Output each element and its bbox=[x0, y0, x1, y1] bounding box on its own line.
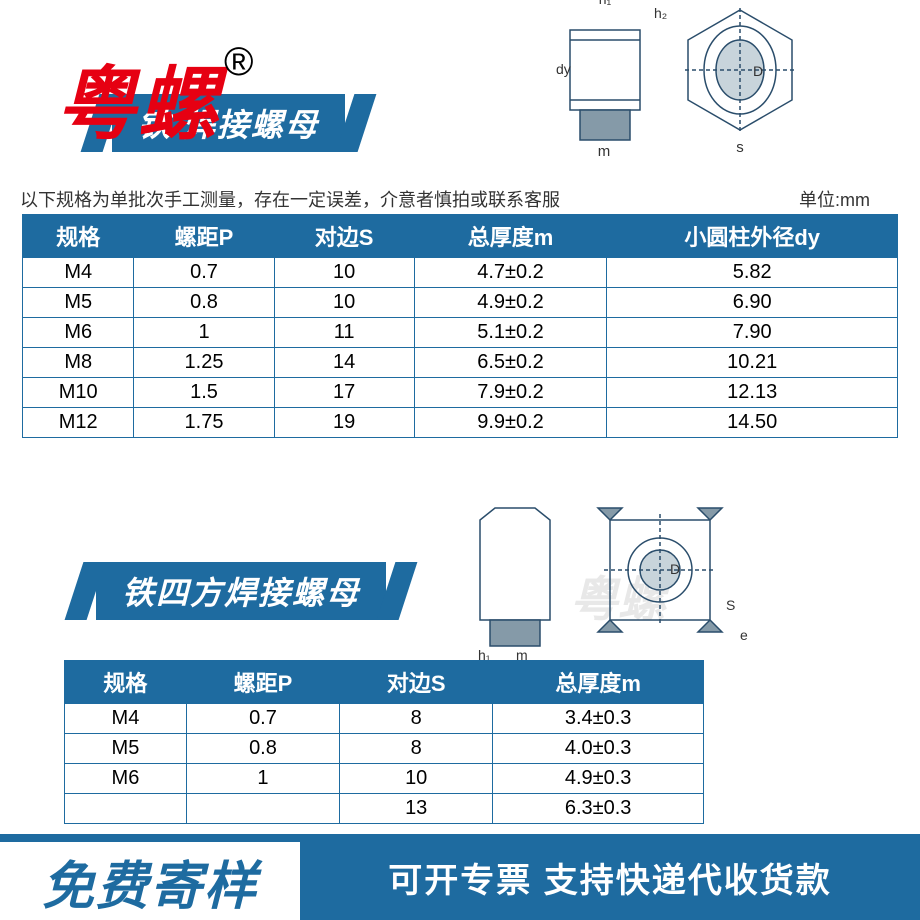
diagram-label: h₂ bbox=[654, 5, 667, 21]
table-cell: 17 bbox=[274, 378, 414, 408]
table-cell: 0.7 bbox=[186, 704, 339, 734]
table-cell: 1 bbox=[134, 318, 274, 348]
table-cell bbox=[186, 794, 339, 824]
diagram-label: s bbox=[736, 139, 744, 156]
table-cell: 11 bbox=[274, 318, 414, 348]
table-cell: 0.8 bbox=[134, 288, 274, 318]
table-cell: 5.1±0.2 bbox=[414, 318, 607, 348]
table-cell: 10 bbox=[274, 288, 414, 318]
table-cell: 5.82 bbox=[607, 258, 898, 288]
table-cell: 4.9±0.3 bbox=[493, 764, 704, 794]
table-cell: 1 bbox=[186, 764, 339, 794]
table-row: M40.7104.7±0.25.82 bbox=[23, 258, 898, 288]
table-row: M61104.9±0.3 bbox=[65, 764, 704, 794]
registered-symbol: ® bbox=[224, 40, 255, 84]
hex-spec-table: 规格螺距P对边S总厚度m小圆柱外径dy M40.7104.7±0.25.82M5… bbox=[22, 214, 898, 438]
diagram-label: D bbox=[670, 561, 680, 577]
table-cell: 8 bbox=[340, 704, 493, 734]
diagram-label: h₁ bbox=[478, 647, 491, 660]
hex-nut-diagram: h₁ h₂ dy D m s bbox=[550, 0, 850, 160]
footer-left-promo: 免费寄样 bbox=[0, 834, 300, 920]
square-nut-diagram: h₁ m D S e bbox=[460, 490, 760, 660]
diagram-label: D bbox=[753, 63, 763, 79]
table-cell: 7.90 bbox=[607, 318, 898, 348]
table-header: 小圆柱外径dy bbox=[607, 215, 898, 258]
table-cell: M8 bbox=[23, 348, 134, 378]
table-header: 对边S bbox=[274, 215, 414, 258]
table-cell: 4.7±0.2 bbox=[414, 258, 607, 288]
table-cell: M4 bbox=[65, 704, 187, 734]
table-cell bbox=[65, 794, 187, 824]
table-cell: 0.7 bbox=[134, 258, 274, 288]
diagram-label: dy bbox=[556, 61, 571, 77]
table-header: 规格 bbox=[23, 215, 134, 258]
footer: 免费寄样 可开专票 支持快递代收货款 bbox=[0, 834, 920, 920]
unit-label: 单位:mm bbox=[799, 186, 870, 212]
table-cell: M12 bbox=[23, 408, 134, 438]
diagram-label: e bbox=[740, 627, 748, 643]
brand-logo: 粤螺® bbox=[56, 40, 255, 156]
table-row: M50.8104.9±0.26.90 bbox=[23, 288, 898, 318]
table-cell: 6.90 bbox=[607, 288, 898, 318]
table-header: 螺距P bbox=[186, 661, 339, 704]
table-cell: 10.21 bbox=[607, 348, 898, 378]
table-cell: 3.4±0.3 bbox=[493, 704, 704, 734]
table-cell: 12.13 bbox=[607, 378, 898, 408]
table-cell: M10 bbox=[23, 378, 134, 408]
table-cell: 14.50 bbox=[607, 408, 898, 438]
table-cell: 1.5 bbox=[134, 378, 274, 408]
table-cell: 6.5±0.2 bbox=[414, 348, 607, 378]
table-cell: 1.25 bbox=[134, 348, 274, 378]
diagram-label: m bbox=[516, 647, 528, 660]
table-cell: M6 bbox=[65, 764, 187, 794]
square-spec-table: 规格螺距P对边S总厚度m M40.783.4±0.3M50.884.0±0.3M… bbox=[64, 660, 704, 824]
section2-title: 铁四方焊接螺母 bbox=[96, 562, 386, 620]
table-row: 136.3±0.3 bbox=[65, 794, 704, 824]
note-row: 以下规格为单批次手工测量，存在一定误差，介意者慎拍或联系客服 单位:mm bbox=[20, 186, 890, 212]
table-header: 总厚度m bbox=[493, 661, 704, 704]
table-cell: 13 bbox=[340, 794, 493, 824]
diagram-label: h₁ bbox=[599, 0, 612, 7]
table-header: 总厚度m bbox=[414, 215, 607, 258]
table-cell: 4.9±0.2 bbox=[414, 288, 607, 318]
diagram-label: m bbox=[598, 143, 611, 160]
table-cell: M4 bbox=[23, 258, 134, 288]
diagram-label: S bbox=[726, 597, 735, 613]
table-cell: 8 bbox=[340, 734, 493, 764]
table-cell: 10 bbox=[274, 258, 414, 288]
measurement-note: 以下规格为单批次手工测量，存在一定误差，介意者慎拍或联系客服 bbox=[20, 186, 560, 212]
table-row: M81.25146.5±0.210.21 bbox=[23, 348, 898, 378]
table-cell: 0.8 bbox=[186, 734, 339, 764]
table-cell: 19 bbox=[274, 408, 414, 438]
table-cell: M5 bbox=[65, 734, 187, 764]
table-cell: 9.9±0.2 bbox=[414, 408, 607, 438]
table-header: 规格 bbox=[65, 661, 187, 704]
table-cell: 7.9±0.2 bbox=[414, 378, 607, 408]
brand-text: 粤螺 bbox=[56, 60, 220, 149]
table-row: M101.5177.9±0.212.13 bbox=[23, 378, 898, 408]
table-cell: 6.3±0.3 bbox=[493, 794, 704, 824]
table-cell: 14 bbox=[274, 348, 414, 378]
table-row: M121.75199.9±0.214.50 bbox=[23, 408, 898, 438]
table-row: M40.783.4±0.3 bbox=[65, 704, 704, 734]
table-row: M50.884.0±0.3 bbox=[65, 734, 704, 764]
footer-right-promo: 可开专票 支持快递代收货款 bbox=[300, 834, 920, 920]
table-cell: M6 bbox=[23, 318, 134, 348]
table-header: 螺距P bbox=[134, 215, 274, 258]
table-cell: 10 bbox=[340, 764, 493, 794]
table-cell: 1.75 bbox=[134, 408, 274, 438]
table-row: M61115.1±0.27.90 bbox=[23, 318, 898, 348]
table-cell: M5 bbox=[23, 288, 134, 318]
table-cell: 4.0±0.3 bbox=[493, 734, 704, 764]
table-header: 对边S bbox=[340, 661, 493, 704]
